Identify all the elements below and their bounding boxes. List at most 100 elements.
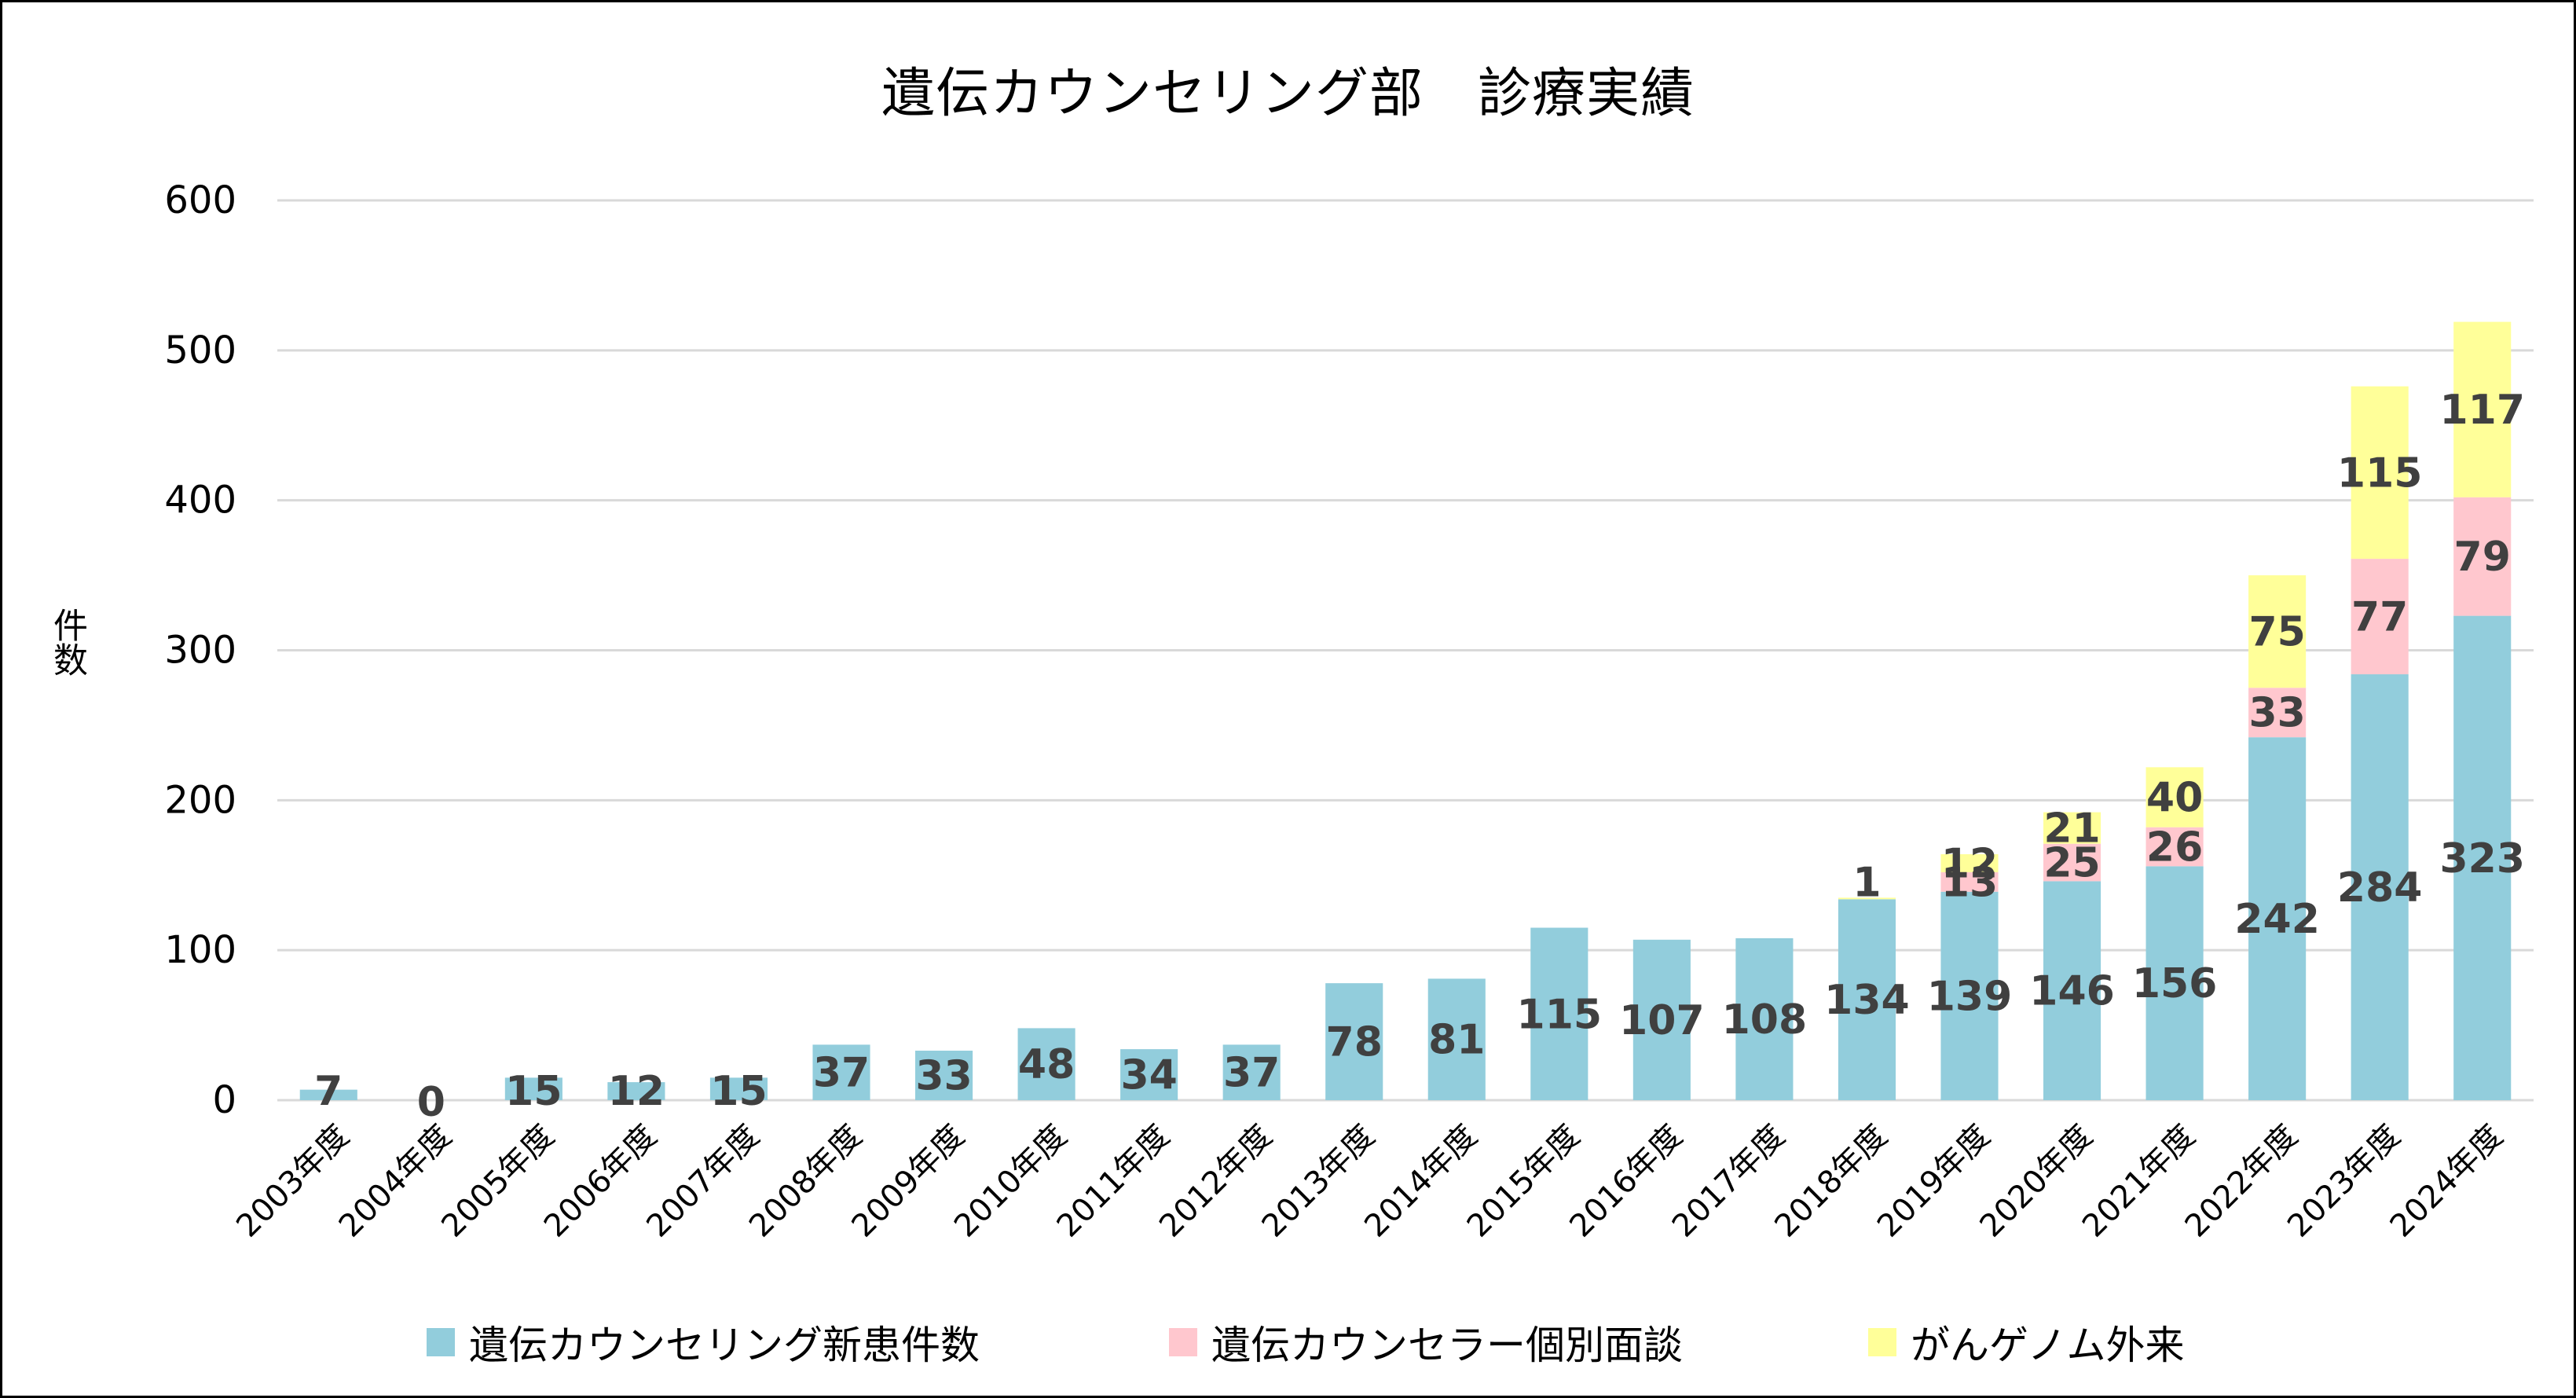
bar-segment	[504, 1077, 562, 1100]
y-tick-label: 200	[164, 778, 236, 822]
bar-segment	[1735, 938, 1794, 1100]
bar-segment	[2453, 321, 2512, 497]
data-label: 26	[2146, 824, 2203, 871]
data-label: 139	[1927, 973, 2013, 1020]
data-label: 107	[1619, 997, 1705, 1044]
bar-segment	[2043, 843, 2101, 882]
x-tick-label: 2021年度	[2076, 1118, 2202, 1245]
bar-segment	[1940, 891, 1999, 1100]
data-label: 37	[1223, 1050, 1280, 1097]
y-axis-label: 件数	[47, 607, 87, 677]
legend-label-individual-interviews: 遺伝カウンセラー個別面談	[1211, 1323, 1683, 1368]
bar-segment	[2453, 497, 2512, 616]
x-tick-label: 2003年度	[229, 1118, 356, 1245]
legend-swatch-cancer-genome	[1868, 1328, 1896, 1356]
x-tick-label: 2013年度	[1255, 1118, 1382, 1245]
x-tick-label: 2007年度	[639, 1118, 766, 1245]
bar-segment	[2351, 674, 2409, 1100]
legend-swatch-individual-interviews	[1169, 1328, 1197, 1356]
x-tick-label: 2004年度	[332, 1118, 459, 1245]
bar-segment	[2145, 767, 2204, 827]
legend-item-individual-interviews: 遺伝カウンセラー個別面談	[1169, 1315, 1683, 1370]
x-tick-label: 2017年度	[1665, 1118, 1792, 1245]
bar-segment	[2351, 559, 2409, 675]
y-tick-label: 300	[164, 629, 236, 673]
x-tick-label: 2005年度	[434, 1118, 561, 1245]
x-tick-label: 2024年度	[2384, 1118, 2510, 1245]
bar-segment	[2145, 866, 2204, 1100]
x-tick-label: 2010年度	[947, 1118, 1074, 1245]
bar-segment	[1017, 1028, 1075, 1100]
y-tick-label: 100	[164, 928, 236, 972]
bar-segment	[2043, 881, 2101, 1100]
y-tick-label: 500	[164, 328, 236, 372]
bar-segment	[1427, 978, 1486, 1100]
data-label: 15	[505, 1068, 562, 1115]
data-label: 242	[2234, 896, 2320, 943]
data-label: 1	[1852, 859, 1881, 906]
data-label: 75	[2248, 609, 2305, 656]
bar-segment	[1838, 897, 1896, 900]
x-tick-label: 2009年度	[845, 1118, 972, 1245]
bar-segment	[299, 1089, 357, 1100]
x-tick-label: 2016年度	[1563, 1118, 1689, 1245]
y-tick-label: 0	[212, 1078, 236, 1122]
bar-segment	[812, 1044, 870, 1100]
data-label: 78	[1326, 1019, 1383, 1066]
data-labels: 7 0 15 12 15 37 33 48 34 37 78 81 115 107 108 134 1 139 13…	[314, 387, 2525, 1126]
y-tick-label: 600	[164, 178, 236, 222]
x-tick-label: 2011年度	[1050, 1118, 1177, 1245]
data-label: 7	[314, 1068, 343, 1115]
data-label: 12	[1941, 840, 1998, 887]
bar-segment	[2248, 688, 2307, 738]
bars	[299, 321, 2512, 1100]
y-tick-labels: 0 100 200 300 400 500 600	[164, 178, 236, 1122]
bar-segment	[914, 1051, 973, 1100]
x-tick-labels: 2003年度2004年度2005年度2006年度2007年度2008年度2009…	[229, 1118, 2510, 1245]
data-label: 15	[710, 1068, 767, 1115]
data-label: 134	[1824, 977, 1910, 1024]
data-label: 81	[1428, 1017, 1485, 1064]
x-tick-label: 2014年度	[1358, 1118, 1484, 1245]
data-label: 117	[2439, 387, 2525, 434]
data-label: 12	[608, 1068, 665, 1115]
bar-segment	[1632, 939, 1691, 1100]
x-tick-label: 2012年度	[1152, 1118, 1279, 1245]
data-label: 33	[2248, 690, 2305, 737]
bar-segment	[2248, 575, 2307, 688]
bar-segment	[2145, 827, 2204, 867]
data-label: 25	[2043, 840, 2100, 887]
x-tick-label: 2018年度	[1768, 1118, 1894, 1245]
x-tick-label: 2008年度	[742, 1118, 869, 1245]
bar-segment	[1940, 854, 1999, 872]
data-label: 40	[2146, 775, 2203, 822]
data-label: 79	[2454, 534, 2511, 581]
bar-segment	[1325, 983, 1383, 1100]
data-label: 323	[2439, 835, 2525, 882]
x-tick-label: 2023年度	[2281, 1118, 2407, 1245]
bar-segment	[1940, 871, 1999, 892]
bar-segment	[1120, 1049, 1178, 1100]
data-label: 37	[813, 1050, 870, 1097]
x-tick-label: 2006年度	[537, 1118, 664, 1245]
data-label: 77	[2351, 594, 2408, 641]
x-tick-label: 2020年度	[1973, 1118, 2100, 1245]
bar-segment	[607, 1082, 665, 1100]
data-label: 108	[1722, 996, 1808, 1044]
data-label: 115	[2337, 449, 2423, 497]
data-label: 284	[2337, 864, 2423, 912]
bar-segment	[2248, 737, 2307, 1100]
bar-segment	[709, 1077, 768, 1100]
bar-segment	[2351, 386, 2409, 560]
data-label: 156	[2132, 960, 2218, 1007]
legend-label-new-patients: 遺伝カウンセリング新患件数	[469, 1323, 980, 1368]
data-label: 146	[2029, 968, 2115, 1015]
x-tick-label: 2022年度	[2178, 1118, 2305, 1245]
data-label: 33	[915, 1053, 972, 1100]
y-tick-label: 400	[164, 479, 236, 523]
legend-label-cancer-genome: がんゲノム外来	[1911, 1323, 2185, 1368]
bar-segment	[1838, 899, 1896, 1100]
bar-segment	[1222, 1044, 1281, 1100]
bar-segment	[2453, 615, 2512, 1100]
